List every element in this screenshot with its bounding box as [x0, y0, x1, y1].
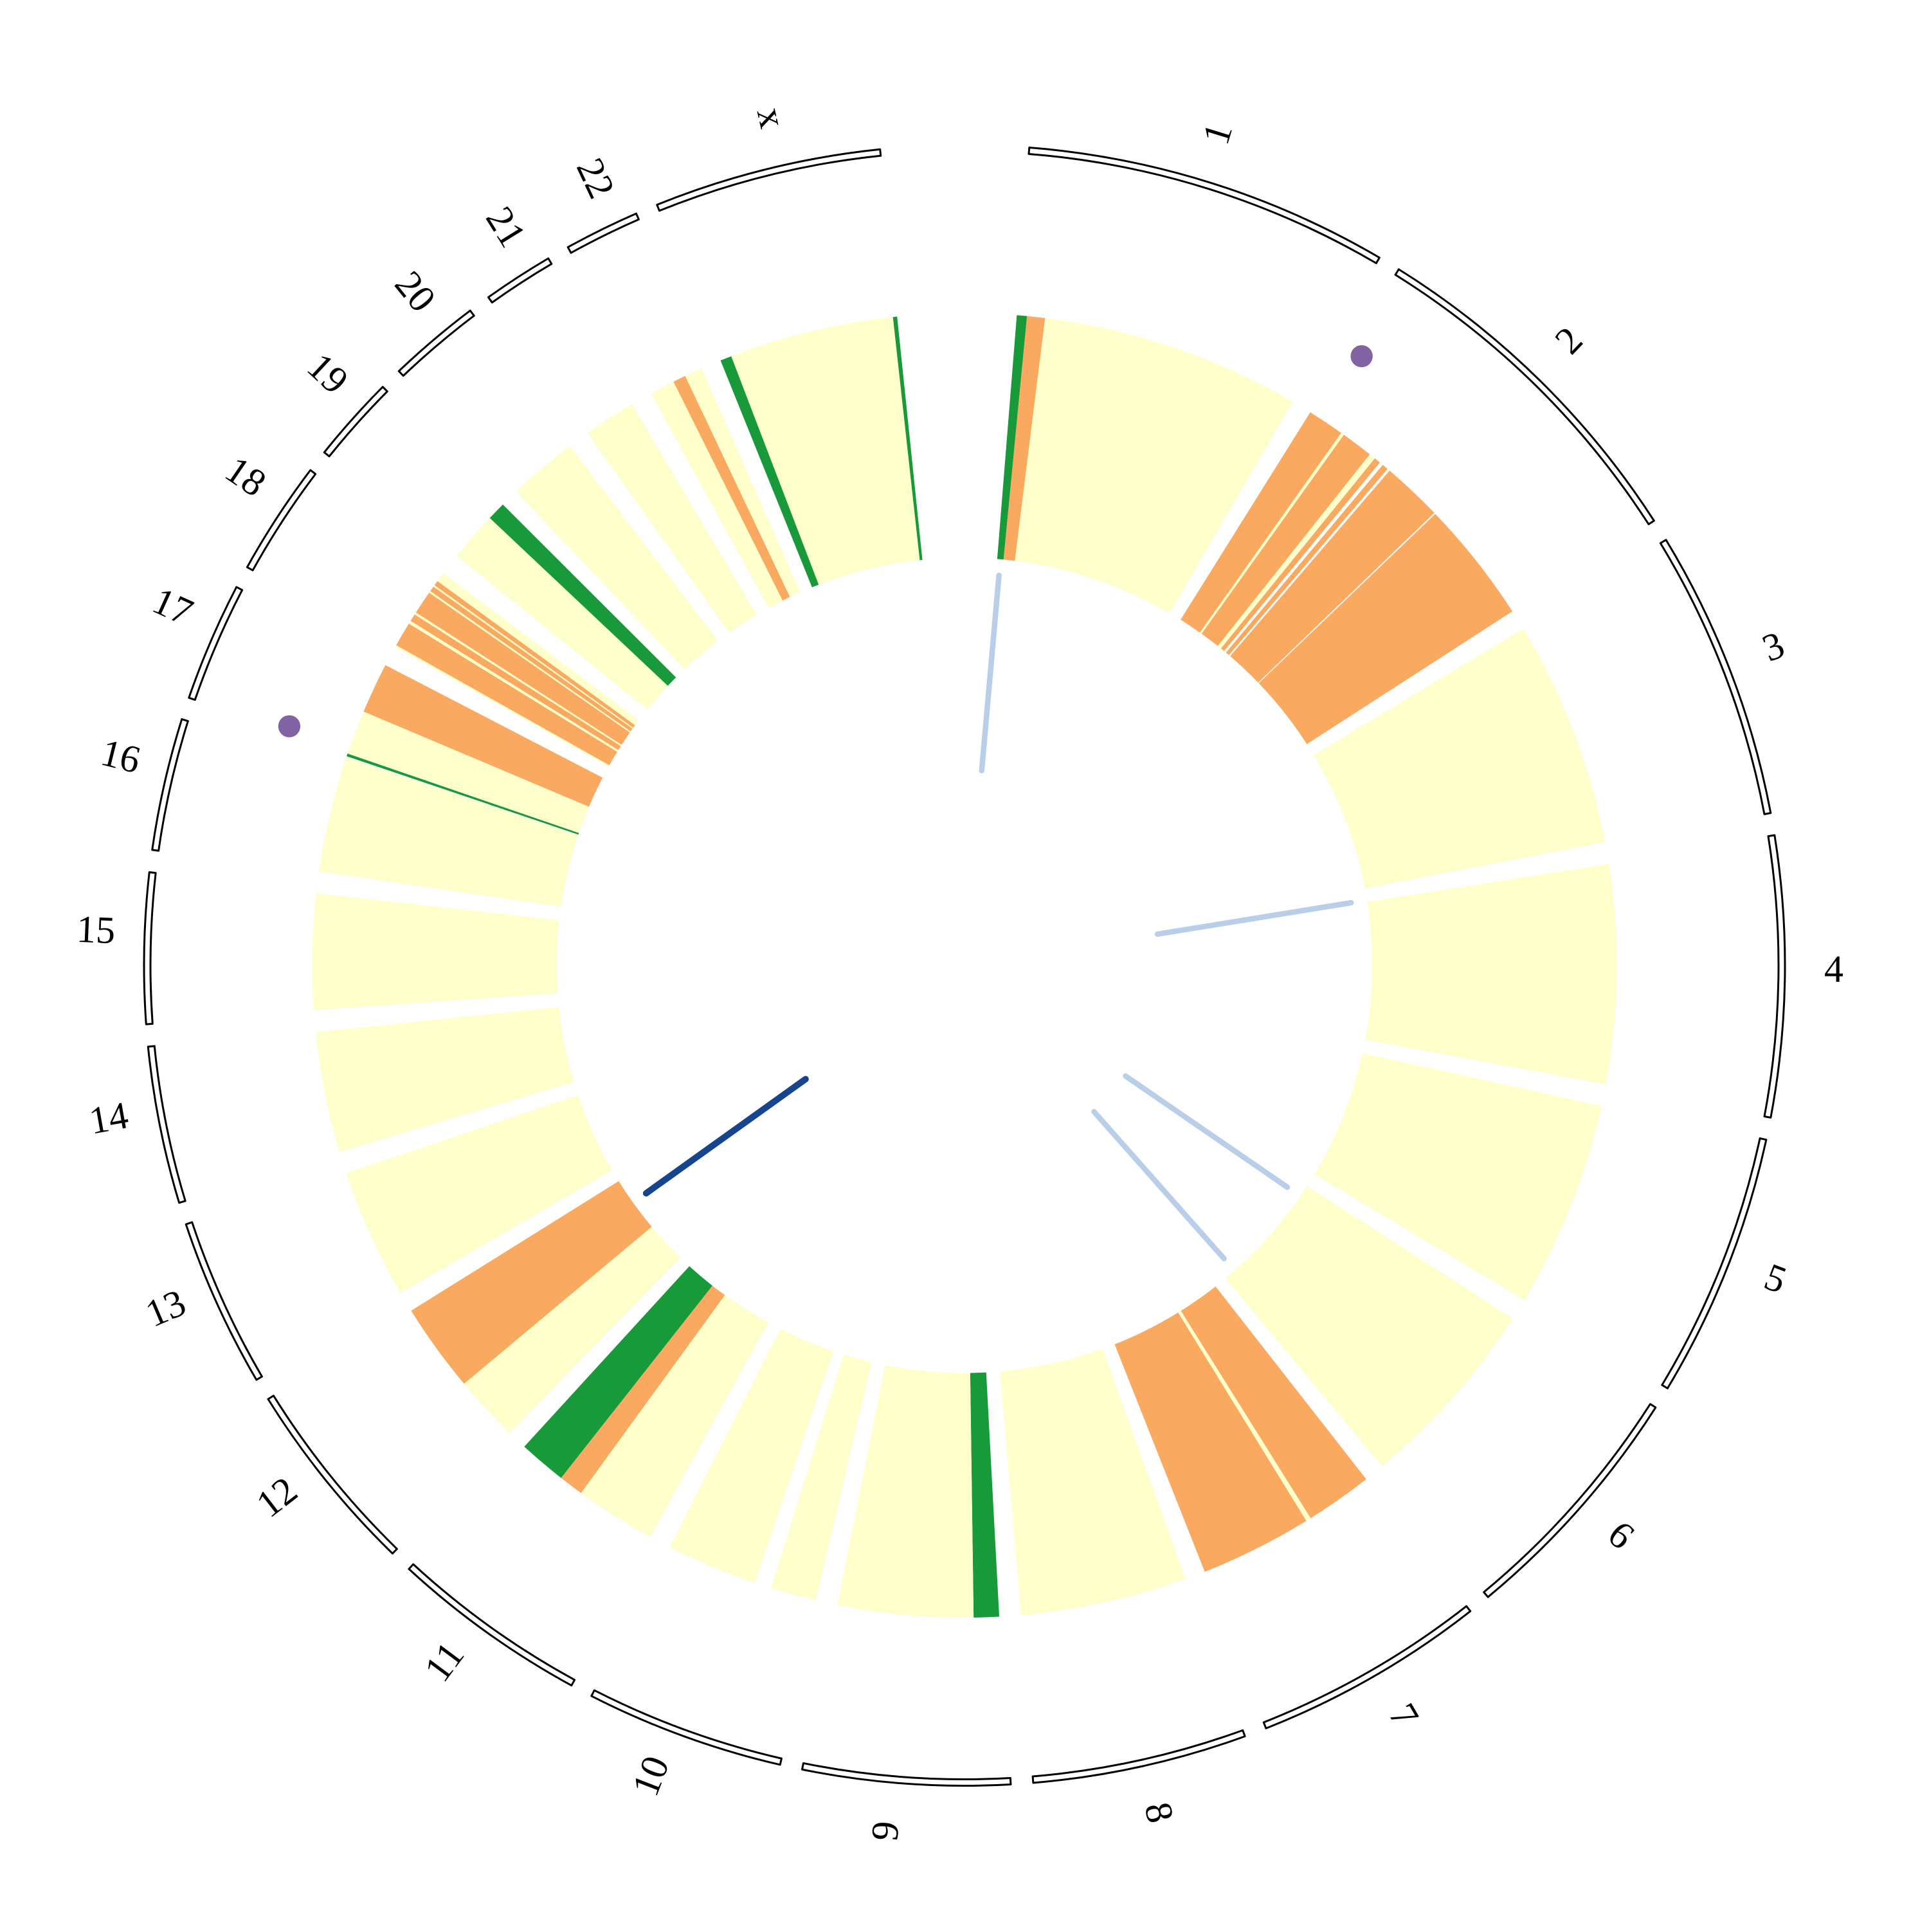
svg-text:9: 9 [863, 1819, 907, 1843]
svg-text:14: 14 [86, 1094, 132, 1142]
svg-text:4: 4 [1824, 948, 1843, 990]
svg-text:15: 15 [76, 908, 116, 952]
